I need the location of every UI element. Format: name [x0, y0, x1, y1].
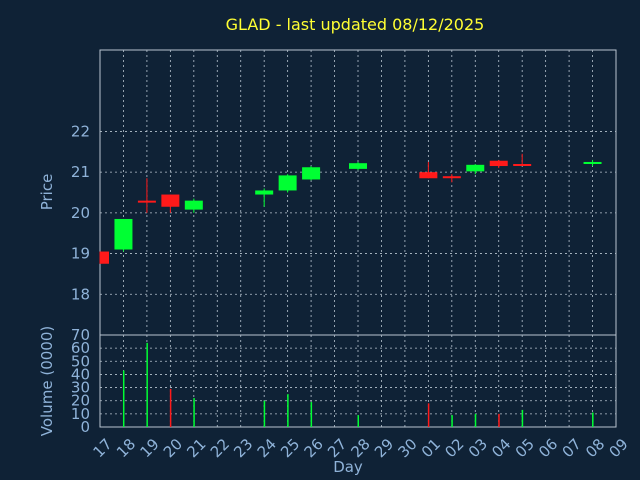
volume-bar [169, 388, 172, 427]
price-tick-label: 22 [71, 122, 90, 140]
volume-bar [310, 402, 313, 427]
candle-body [513, 164, 532, 166]
x-tick-label: 23 [230, 435, 256, 461]
price-axis-label: Price [38, 174, 56, 211]
candle-body [278, 175, 297, 191]
candle-body [137, 200, 156, 203]
candle-body [184, 200, 203, 210]
candle-body [419, 172, 438, 179]
volume-bar [122, 370, 125, 427]
volume-bar [451, 415, 453, 427]
x-tick-label: 30 [394, 435, 420, 461]
x-tick-label: 07 [559, 435, 585, 461]
x-tick-label: 17 [90, 435, 116, 461]
x-tick-label: 21 [183, 435, 209, 461]
candle-body [489, 160, 508, 167]
x-tick-label: 01 [418, 435, 444, 461]
x-axis-label: Day [333, 458, 363, 476]
volume-tick-label: 30 [71, 379, 90, 397]
candle-body [466, 164, 485, 172]
candle-body [100, 251, 109, 264]
volume-bar [263, 400, 266, 427]
candle-body [349, 163, 367, 169]
price-panel: 18 19 20 21 22 [71, 49, 617, 336]
price-tick-label: 18 [71, 285, 90, 303]
price-tick-label: 21 [71, 163, 90, 181]
x-tick-label: 25 [277, 435, 303, 461]
x-tick-label: 05 [512, 435, 538, 461]
volume-tick-label: 50 [71, 352, 90, 370]
volume-bar [521, 409, 524, 427]
candle-body [583, 161, 602, 164]
x-tick-label: 02 [441, 435, 467, 461]
x-tick-label: 20 [160, 435, 186, 461]
volume-tick-label: 0 [80, 418, 90, 436]
volume-bar [498, 413, 500, 427]
candle-body [255, 190, 274, 195]
volume-tick-label: 60 [71, 339, 90, 357]
price-tick-label: 19 [71, 245, 90, 263]
volume-tick-label: 10 [71, 405, 90, 423]
x-tick-label: 06 [535, 435, 561, 461]
volume-tick-label: 20 [71, 392, 90, 410]
x-tick-label: 19 [136, 435, 162, 461]
x-tick-label: 03 [465, 435, 491, 461]
volume-bar [592, 412, 594, 427]
candle-body [114, 218, 133, 250]
volume-bar [427, 403, 430, 427]
candle-body [302, 167, 321, 180]
x-tick-label: 29 [371, 435, 397, 461]
volume-tick-label: 70 [71, 326, 90, 344]
volume-bar [193, 398, 195, 427]
x-tick-label: 24 [254, 435, 280, 461]
price-tick-label: 20 [71, 204, 90, 222]
x-tick-label: 22 [207, 435, 233, 461]
x-tick-label: 09 [606, 435, 632, 461]
x-tick-label: 18 [113, 435, 139, 461]
x-tick-label: 08 [582, 435, 608, 461]
candle-body [161, 194, 180, 207]
volume-bar [357, 415, 359, 427]
volume-axis-label: Volume (0000) [38, 326, 56, 436]
volume-bar [146, 342, 148, 427]
x-tick-label: 04 [488, 435, 514, 461]
candle-body [442, 176, 461, 179]
volume-bar [287, 394, 289, 427]
price-plot-frame [99, 49, 617, 336]
volume-bar [474, 413, 477, 427]
x-tick-label: 26 [301, 435, 327, 461]
chart-title: GLAD - last updated 08/12/2025 [226, 15, 485, 34]
volume-tick-label: 40 [71, 365, 90, 383]
